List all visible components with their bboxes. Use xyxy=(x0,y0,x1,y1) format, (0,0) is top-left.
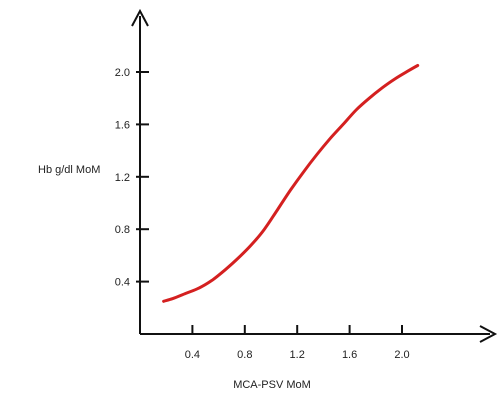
ticks: 0.4 0.8 1.2 1.6 2.0 0.4 0.8 1.2 1.6 2.0 xyxy=(115,67,410,361)
y-axis-title: Hb g/dl MoM xyxy=(38,164,100,176)
x-tick-label: 2.0 xyxy=(394,349,409,361)
axis-titles: Hb g/dl MoM MCA-PSV MoM xyxy=(38,164,311,391)
series-line-hb-vs-mca-psv xyxy=(162,64,420,303)
series xyxy=(162,64,420,303)
x-tick-label: 1.2 xyxy=(290,349,305,361)
y-tick-label: 0.8 xyxy=(115,224,130,236)
x-tick-label: 0.4 xyxy=(185,349,200,361)
x-axis-title: MCA-PSV MoM xyxy=(233,379,311,391)
y-tick-label: 1.2 xyxy=(115,172,130,184)
x-tick-label: 0.8 xyxy=(237,349,252,361)
x-axis-arrowhead xyxy=(479,325,498,343)
y-tick-label: 0.4 xyxy=(115,277,130,289)
y-axis-arrowhead xyxy=(131,8,149,27)
y-tick-label: 1.6 xyxy=(115,119,130,131)
x-tick-label: 1.6 xyxy=(342,349,357,361)
y-tick-label: 2.0 xyxy=(115,67,130,79)
